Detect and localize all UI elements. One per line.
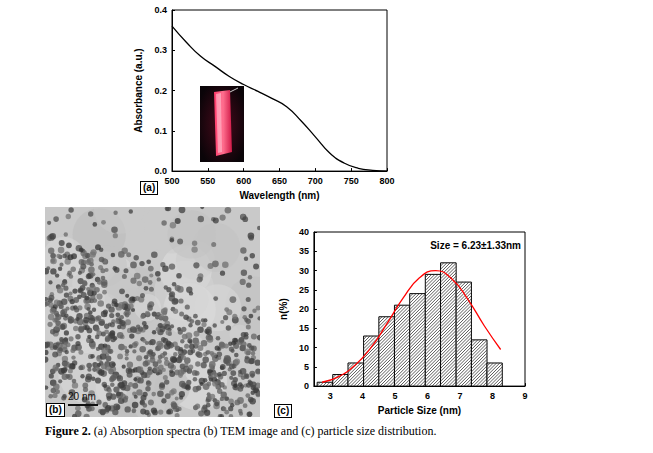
svg-text:20: 20 xyxy=(299,304,309,314)
svg-text:750: 750 xyxy=(344,176,359,186)
svg-text:7: 7 xyxy=(458,391,463,401)
html-text:Figure 2. (a) Absorption spect: Figure 2. (a) Absorption spectra (b) TEM… xyxy=(45,424,437,438)
svg-text:6: 6 xyxy=(425,391,430,401)
svg-text:0: 0 xyxy=(304,381,309,391)
svg-text:8: 8 xyxy=(490,391,495,401)
svg-text:Particle Size (nm): Particle Size (nm) xyxy=(378,405,461,416)
svg-text:0.1: 0.1 xyxy=(154,126,167,136)
html-text:(a): (a) xyxy=(143,182,156,193)
html-text:20 nm: 20 nm xyxy=(68,391,96,402)
svg-text:0.2: 0.2 xyxy=(154,86,167,96)
svg-text:4: 4 xyxy=(360,391,365,401)
svg-text:15: 15 xyxy=(299,323,309,333)
svg-text:25: 25 xyxy=(299,285,309,295)
svg-text:0.0: 0.0 xyxy=(154,166,167,176)
svg-text:10: 10 xyxy=(299,343,309,353)
html-text:(c): (c) xyxy=(277,405,290,416)
svg-text:Size = 6.23±1.33nm: Size = 6.23±1.33nm xyxy=(430,240,521,251)
svg-text:500: 500 xyxy=(164,176,179,186)
svg-text:600: 600 xyxy=(236,176,251,186)
svg-text:0.3: 0.3 xyxy=(154,45,167,55)
svg-text:35: 35 xyxy=(299,246,309,256)
svg-text:Absorbance (a.u.): Absorbance (a.u.) xyxy=(133,48,144,132)
svg-text:0.4: 0.4 xyxy=(154,5,167,15)
svg-text:550: 550 xyxy=(200,176,215,186)
html-text:(b): (b) xyxy=(49,404,62,415)
svg-text:n(%): n(%) xyxy=(278,298,289,320)
svg-text:Wavelength (nm): Wavelength (nm) xyxy=(239,190,319,201)
svg-text:650: 650 xyxy=(272,176,287,186)
svg-text:700: 700 xyxy=(308,176,323,186)
svg-text:5: 5 xyxy=(393,391,398,401)
svg-text:9: 9 xyxy=(522,391,527,401)
svg-text:3: 3 xyxy=(328,391,333,401)
svg-text:40: 40 xyxy=(299,227,309,237)
svg-text:5: 5 xyxy=(304,362,309,372)
svg-text:30: 30 xyxy=(299,266,309,276)
svg-text:800: 800 xyxy=(379,176,394,186)
